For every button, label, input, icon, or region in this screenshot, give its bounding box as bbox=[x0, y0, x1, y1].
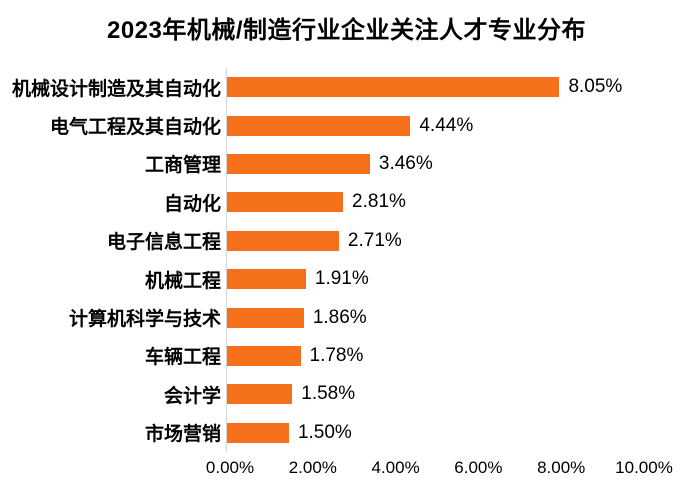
category-label: 机械工程 bbox=[144, 270, 221, 292]
category-label: 电气工程及其自动化 bbox=[49, 117, 221, 139]
bar-row: 车辆工程 1.78% bbox=[0, 336, 693, 376]
bar bbox=[227, 307, 304, 328]
chart-title: 2023年机械/制造行业企业关注人才专业分布 bbox=[106, 17, 587, 44]
value-label: 1.78% bbox=[309, 344, 364, 366]
bar bbox=[227, 230, 339, 251]
x-tick-label: 0.00% bbox=[205, 458, 255, 477]
bar-row: 工商管理 3.46% bbox=[0, 144, 693, 184]
value-label: 1.58% bbox=[301, 383, 356, 405]
bar bbox=[227, 345, 301, 366]
bar-track: 1.91% bbox=[226, 259, 640, 299]
bar-row: 市场营销 1.50% bbox=[0, 413, 693, 452]
category-label: 电子信息工程 bbox=[106, 232, 221, 254]
bar-row: 计算机科学与技术 1.86% bbox=[0, 298, 693, 337]
x-tick-label: 2.00% bbox=[288, 458, 337, 477]
x-tick-label: 10.00% bbox=[615, 458, 673, 477]
bar bbox=[227, 269, 306, 290]
bar-track: 4.44% bbox=[226, 106, 640, 145]
x-tick-label: 8.00% bbox=[537, 458, 586, 477]
bar-rows: 机械设计制造及其自动化 8.05% 电气工程及其自动化 4.44% 工商管理 3… bbox=[0, 68, 693, 452]
value-label: 2.71% bbox=[347, 229, 402, 251]
bar-track: 1.86% bbox=[226, 298, 640, 337]
bar-track: 1.78% bbox=[226, 336, 640, 376]
category-label: 会计学 bbox=[163, 385, 221, 407]
category-label: 自动化 bbox=[163, 193, 221, 215]
bar-row: 电气工程及其自动化 4.44% bbox=[0, 106, 693, 145]
category-label: 工商管理 bbox=[144, 155, 221, 177]
value-label: 3.46% bbox=[378, 152, 433, 174]
bar bbox=[227, 192, 344, 213]
bar-row: 会计学 1.58% bbox=[0, 375, 693, 414]
x-tick-label: 4.00% bbox=[371, 458, 420, 477]
x-tick-label: 6.00% bbox=[454, 458, 503, 477]
bar-row: 电子信息工程 2.71% bbox=[0, 221, 693, 260]
bar-track: 2.71% bbox=[226, 221, 640, 260]
bar-track: 1.58% bbox=[226, 375, 640, 414]
bar-row: 机械工程 1.91% bbox=[0, 259, 693, 299]
category-label: 机械设计制造及其自动化 bbox=[11, 78, 221, 100]
value-label: 2.81% bbox=[352, 191, 406, 213]
x-axis: 0.00% 2.00% 4.00% 6.00% 8.00% 10.00% bbox=[206, 458, 673, 482]
bar-track: 1.50% bbox=[226, 413, 640, 452]
bar-track: 3.46% bbox=[226, 144, 640, 184]
bar-row: 机械设计制造及其自动化 8.05% bbox=[0, 68, 693, 107]
bar-track: 2.81% bbox=[226, 183, 640, 222]
category-label: 车辆工程 bbox=[144, 347, 221, 369]
bar-row: 自动化 2.81% bbox=[0, 183, 693, 222]
bar bbox=[227, 77, 560, 98]
value-label: 1.50% bbox=[297, 421, 352, 443]
value-label: 4.44% bbox=[419, 114, 474, 136]
category-label: 市场营销 bbox=[144, 424, 221, 446]
bar bbox=[227, 153, 370, 174]
category-label: 计算机科学与技术 bbox=[68, 309, 221, 331]
value-label: 8.05% bbox=[568, 76, 623, 98]
bar bbox=[227, 115, 411, 136]
bar-track: 8.05% bbox=[226, 68, 640, 107]
value-label: 1.91% bbox=[314, 268, 369, 290]
value-label: 1.86% bbox=[312, 306, 367, 328]
bar bbox=[227, 384, 293, 405]
bar bbox=[227, 422, 289, 443]
